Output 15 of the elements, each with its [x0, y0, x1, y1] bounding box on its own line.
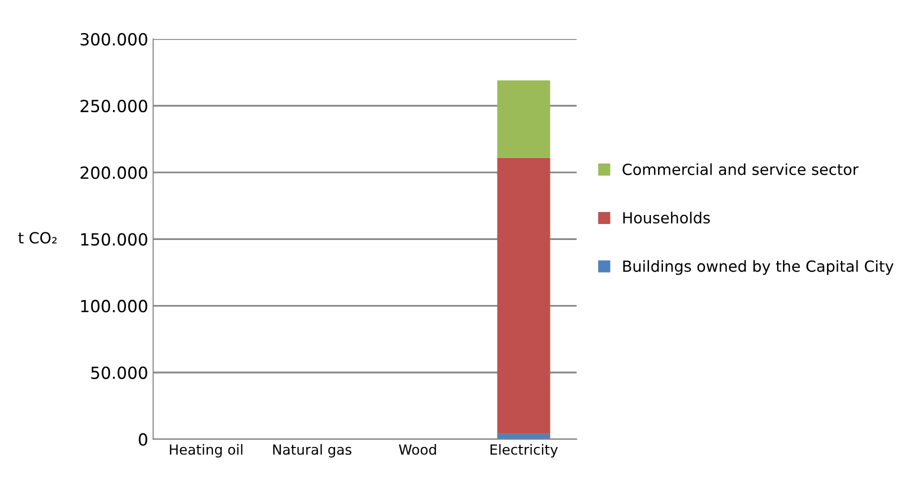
x-tick-label: Heating oil	[170, 444, 242, 458]
y-tick-label: 0	[138, 433, 148, 446]
y-tick-label: 50.000	[91, 366, 148, 380]
legend-label: Households	[623, 212, 710, 224]
y-tick-label: 250.000	[80, 100, 148, 112]
x-tick-label: Wood	[398, 444, 436, 455]
x-tick-label: Electricity	[490, 444, 558, 458]
legend-label: Commercial and service sector	[622, 163, 859, 176]
y-tick-label: 300.000	[80, 33, 148, 46]
y-tick-label: 150.000	[81, 233, 148, 246]
y-axis-title: t CO₂	[18, 232, 57, 244]
legend-label: Buildings owned by the Capital City	[623, 260, 894, 275]
x-tick-label: Natural gas	[273, 444, 352, 458]
y-tick-label: 200.000	[80, 166, 148, 179]
y-tick-label: 100.000	[81, 300, 148, 312]
